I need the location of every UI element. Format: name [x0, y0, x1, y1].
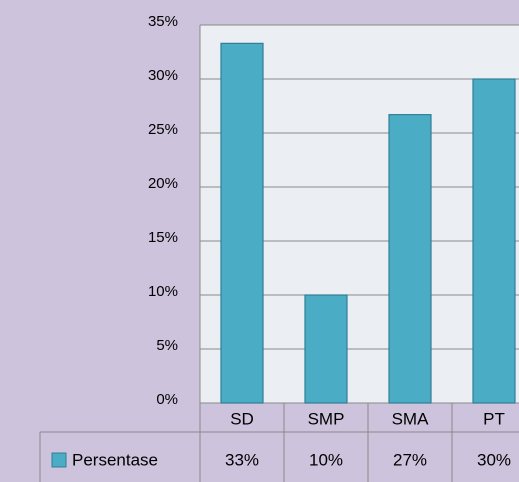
bar [304, 294, 348, 404]
y-tick-label: 20% [148, 175, 178, 192]
data-label: 33% [225, 450, 259, 469]
y-tick-label: 0% [156, 391, 178, 408]
bar [220, 42, 264, 404]
legend-key [51, 452, 67, 468]
x-tick-label: SMP [308, 409, 345, 428]
y-tick-label: 35% [148, 13, 178, 30]
y-tick-label: 10% [148, 283, 178, 300]
data-label: 27% [393, 450, 427, 469]
data-label: 30% [477, 450, 511, 469]
bar [388, 114, 432, 404]
bar [472, 78, 516, 404]
y-tick-label: 5% [156, 337, 178, 354]
y-tick-label: 25% [148, 121, 178, 138]
y-tick-label: 30% [148, 67, 178, 84]
data-label: 10% [309, 450, 343, 469]
x-tick-label: SD [230, 409, 254, 428]
x-tick-label: SMA [392, 409, 430, 428]
legend-label: Persentase [72, 450, 158, 469]
y-tick-label: 15% [148, 229, 178, 246]
x-tick-label: PT [483, 409, 505, 428]
